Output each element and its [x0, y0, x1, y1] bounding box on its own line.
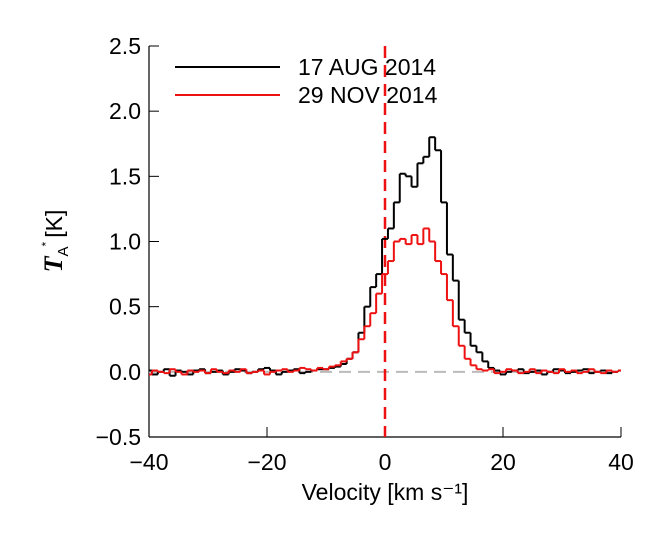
- y-tick-label: 1.0: [109, 229, 141, 255]
- legend-label: 17 AUG 2014: [298, 54, 436, 80]
- y-tick-label: 2.5: [109, 33, 141, 59]
- y-tick-label: 0.5: [109, 294, 141, 320]
- y-tick-label: 2.0: [109, 98, 141, 124]
- y-label-superscript: *: [39, 241, 53, 246]
- x-tick-label: 40: [608, 449, 634, 475]
- y-tick-label: −0.5: [96, 424, 141, 450]
- y-label-symbol: T: [39, 255, 68, 272]
- y-tick-label: 0.0: [109, 359, 141, 385]
- y-label-unit: [K]: [41, 210, 67, 238]
- x-axis-label: Velocity [km s⁻¹]: [302, 479, 469, 505]
- y-tick-label: 1.5: [109, 163, 141, 189]
- legend-label: 29 NOV 2014: [298, 82, 438, 108]
- x-tick-label: −40: [129, 449, 168, 475]
- y-axis-label: TA* [K]: [39, 210, 72, 273]
- x-tick-label: 0: [379, 449, 392, 475]
- y-label-subscript: A: [55, 246, 72, 256]
- x-tick-label: −20: [247, 449, 286, 475]
- x-tick-label: 20: [490, 449, 516, 475]
